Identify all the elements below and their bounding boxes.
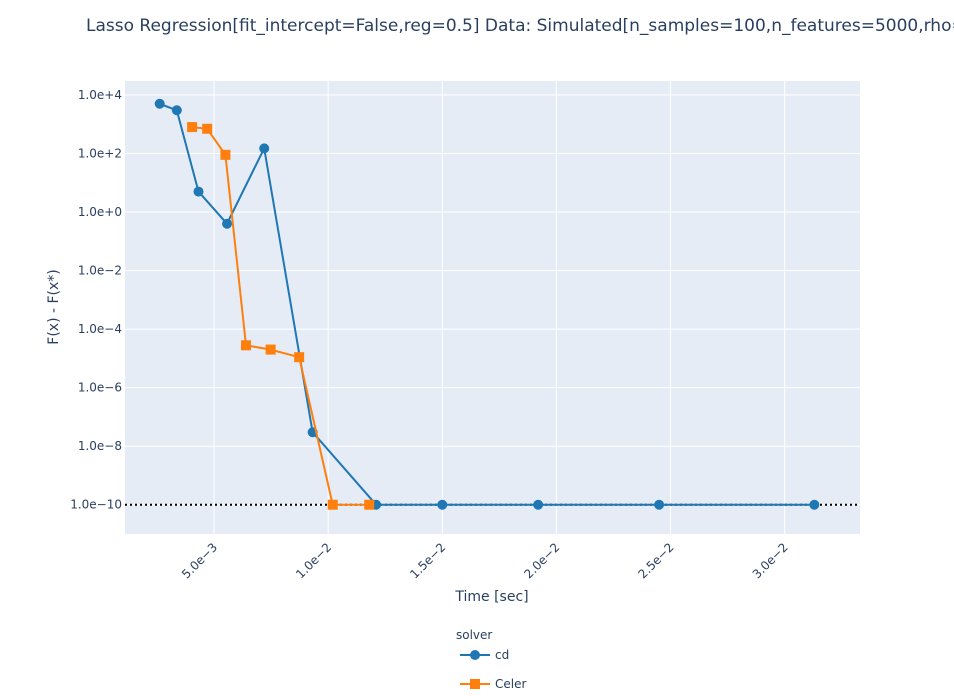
data-point <box>437 499 448 510</box>
data-point <box>220 149 231 160</box>
data-point <box>154 98 165 109</box>
x-tick-label: 1.5e−2 <box>407 540 448 581</box>
series-cd <box>154 98 820 510</box>
data-point <box>193 186 204 197</box>
legend-item-cd[interactable]: cd <box>460 648 509 662</box>
series-celer <box>187 122 375 510</box>
legend-marker <box>470 679 480 689</box>
y-tick-label: 1.0e+0 <box>78 205 122 219</box>
y-tick-label: 1.0e−8 <box>78 439 122 453</box>
data-point <box>222 218 233 229</box>
y-tick-label: 1.0e−6 <box>78 381 122 395</box>
data-point <box>654 499 665 510</box>
y-tick-label: 1.0e−2 <box>78 264 122 278</box>
y-tick-label: 1.0e−10 <box>70 498 122 512</box>
x-axis-ticks: 5.0e−3 1.0e−2 1.5e−2 2.0e−2 2.5e−2 3.0e−2 <box>179 540 791 581</box>
chart-title: Lasso Regression[fit_intercept=False,reg… <box>86 16 954 36</box>
data-point <box>187 122 198 133</box>
data-point <box>265 344 276 355</box>
y-axis-ticks: 1.0e+4 1.0e+2 1.0e+0 1.0e−2 1.0e−4 1.0e−6 1.0e… <box>70 88 122 512</box>
x-tick-label: 2.5e−2 <box>636 540 677 581</box>
y-tick-label: 1.0e+4 <box>78 88 122 102</box>
x-axis-label: Time [sec] <box>454 589 528 605</box>
data-point <box>327 499 338 510</box>
y-tick-label: 1.0e−4 <box>78 322 122 336</box>
legend-item-celer[interactable]: Celer <box>460 677 526 691</box>
legend-label: cd <box>495 648 509 662</box>
legend-marker <box>470 650 480 660</box>
legend-label: Celer <box>495 677 526 691</box>
x-tick-label: 1.0e−2 <box>293 540 334 581</box>
data-point <box>809 499 820 510</box>
plot-area <box>125 81 860 534</box>
data-point <box>294 352 305 363</box>
y-tick-label: 1.0e+2 <box>78 147 122 161</box>
data-point <box>533 499 544 510</box>
x-tick-label: 5.0e−3 <box>179 540 220 581</box>
data-point <box>364 499 375 510</box>
legend-title: solver <box>456 628 492 642</box>
y-axis-label: F(x) - F(x*) <box>46 269 62 344</box>
data-point <box>171 105 182 116</box>
data-point <box>240 340 251 351</box>
series-layer <box>154 98 820 510</box>
data-point <box>202 123 213 134</box>
legend: solver cd Celer <box>456 628 526 691</box>
x-tick-label: 2.0e−2 <box>521 540 562 581</box>
data-point <box>259 143 270 154</box>
x-tick-label: 3.0e−2 <box>750 540 791 581</box>
